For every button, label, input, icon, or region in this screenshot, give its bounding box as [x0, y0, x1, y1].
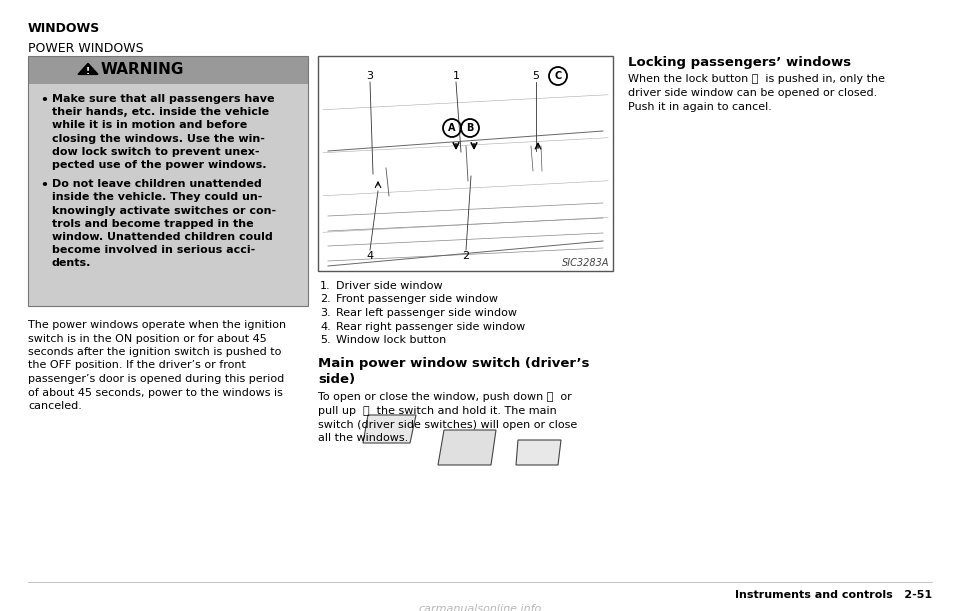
Text: When the lock button Ⓒ  is pushed in, only the: When the lock button Ⓒ is pushed in, onl… — [628, 74, 885, 84]
Text: Front passenger side window: Front passenger side window — [336, 295, 498, 304]
Text: dow lock switch to prevent unex-: dow lock switch to prevent unex- — [52, 147, 259, 157]
Text: •: • — [40, 94, 48, 107]
Text: pull up  Ⓑ  the switch and hold it. The main: pull up Ⓑ the switch and hold it. The ma… — [318, 406, 557, 416]
Text: become involved in serious acci-: become involved in serious acci- — [52, 245, 255, 255]
Text: 3: 3 — [367, 71, 373, 81]
Text: Make sure that all passengers have: Make sure that all passengers have — [52, 94, 275, 104]
Bar — [28, 84, 308, 306]
Text: Driver side window: Driver side window — [336, 281, 443, 291]
Text: Rear right passenger side window: Rear right passenger side window — [336, 321, 525, 332]
Text: !: ! — [86, 67, 90, 76]
Polygon shape — [438, 430, 496, 465]
Text: pected use of the power windows.: pected use of the power windows. — [52, 160, 267, 170]
Text: Rear left passenger side window: Rear left passenger side window — [336, 308, 517, 318]
Text: closing the windows. Use the win-: closing the windows. Use the win- — [52, 134, 265, 144]
Text: 3.: 3. — [320, 308, 330, 318]
Text: dents.: dents. — [52, 258, 91, 268]
Text: passenger’s door is opened during this period: passenger’s door is opened during this p… — [28, 374, 284, 384]
Polygon shape — [516, 440, 561, 465]
Text: while it is in motion and before: while it is in motion and before — [52, 120, 248, 130]
Polygon shape — [78, 64, 98, 75]
Text: inside the vehicle. They could un-: inside the vehicle. They could un- — [52, 192, 262, 202]
Text: POWER WINDOWS: POWER WINDOWS — [28, 42, 144, 55]
Text: carmanualsonline.info: carmanualsonline.info — [419, 604, 541, 611]
Text: knowingly activate switches or con-: knowingly activate switches or con- — [52, 205, 276, 216]
Text: 4: 4 — [367, 251, 373, 261]
Bar — [318, 56, 613, 271]
Text: Locking passengers’ windows: Locking passengers’ windows — [628, 56, 852, 69]
Text: all the windows.: all the windows. — [318, 433, 408, 443]
Text: 5: 5 — [533, 71, 540, 81]
Text: their hands, etc. inside the vehicle: their hands, etc. inside the vehicle — [52, 107, 269, 117]
Text: of about 45 seconds, power to the windows is: of about 45 seconds, power to the window… — [28, 387, 283, 398]
Text: Window lock button: Window lock button — [336, 335, 446, 345]
Text: Main power window switch (driver’s: Main power window switch (driver’s — [318, 356, 589, 370]
Text: •: • — [40, 179, 48, 192]
Text: 2.: 2. — [320, 295, 331, 304]
Text: side): side) — [318, 373, 355, 386]
Text: 4.: 4. — [320, 321, 331, 332]
Text: 1.: 1. — [320, 281, 330, 291]
Text: 5.: 5. — [320, 335, 330, 345]
Text: 2: 2 — [463, 251, 469, 261]
Bar — [28, 56, 308, 84]
Text: 1: 1 — [452, 71, 460, 81]
Text: Push it in again to cancel.: Push it in again to cancel. — [628, 102, 772, 112]
Text: To open or close the window, push down Ⓐ  or: To open or close the window, push down Ⓐ… — [318, 392, 572, 403]
Text: Instruments and controls   2-51: Instruments and controls 2-51 — [734, 590, 932, 600]
Text: SIC3283A: SIC3283A — [562, 258, 609, 268]
Text: switch is in the ON position or for about 45: switch is in the ON position or for abou… — [28, 334, 267, 343]
Text: The power windows operate when the ignition: The power windows operate when the ignit… — [28, 320, 286, 330]
Text: Do not leave children unattended: Do not leave children unattended — [52, 179, 262, 189]
Text: trols and become trapped in the: trols and become trapped in the — [52, 219, 253, 229]
Text: C: C — [554, 71, 562, 81]
Text: WARNING: WARNING — [101, 62, 184, 78]
Text: B: B — [467, 123, 473, 133]
Text: WINDOWS: WINDOWS — [28, 22, 100, 35]
Text: window. Unattended children could: window. Unattended children could — [52, 232, 273, 242]
Polygon shape — [363, 415, 416, 443]
Bar — [28, 56, 308, 306]
Text: canceled.: canceled. — [28, 401, 82, 411]
Text: A: A — [448, 123, 456, 133]
Text: the OFF position. If the driver’s or front: the OFF position. If the driver’s or fro… — [28, 360, 246, 370]
Text: seconds after the ignition switch is pushed to: seconds after the ignition switch is pus… — [28, 347, 281, 357]
Text: switch (driver side switches) will open or close: switch (driver side switches) will open … — [318, 420, 577, 430]
Text: driver side window can be opened or closed.: driver side window can be opened or clos… — [628, 88, 877, 98]
